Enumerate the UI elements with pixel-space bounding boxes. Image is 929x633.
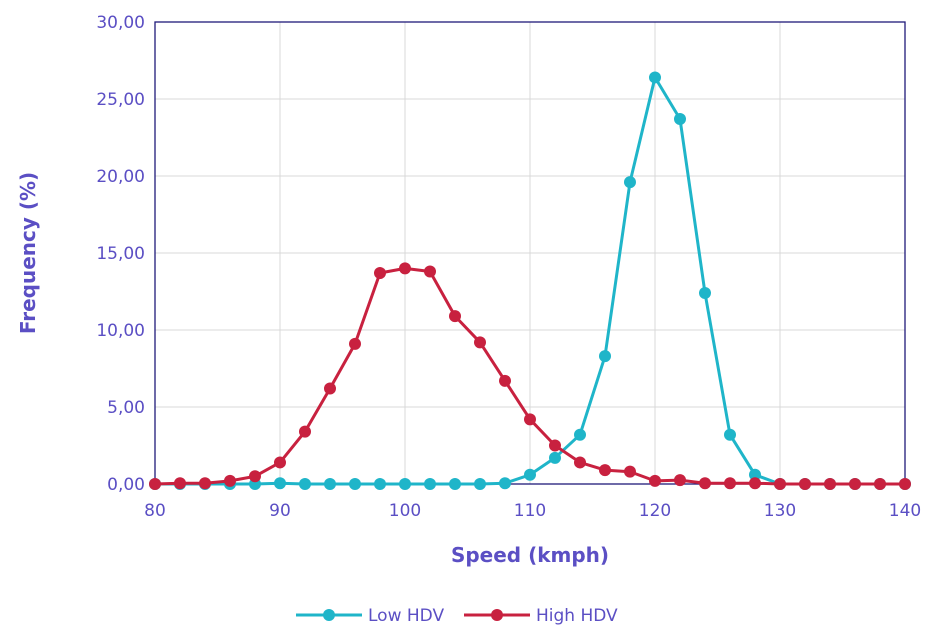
- legend-marker: [323, 609, 335, 621]
- x-tick-labels: 80 90 100 110 120 130 140: [144, 501, 921, 521]
- y-tick-label: 0,00: [107, 475, 145, 495]
- data-point: [424, 265, 436, 278]
- legend-label: High HDV: [536, 606, 618, 626]
- x-tick-label: 100: [389, 501, 421, 521]
- data-point: [699, 477, 711, 490]
- data-point: [449, 478, 461, 490]
- data-point: [424, 478, 436, 490]
- data-point: [299, 425, 311, 438]
- data-point: [324, 478, 336, 490]
- data-point: [749, 468, 761, 481]
- data-point: [474, 478, 486, 490]
- legend-item: High HDV: [464, 606, 618, 626]
- plot-frame: [154, 21, 906, 485]
- data-point: [574, 428, 586, 441]
- x-axis-title: Speed (kmph): [451, 543, 609, 567]
- x-tick-label: 110: [514, 501, 546, 521]
- data-point: [849, 478, 861, 490]
- data-point: [874, 478, 886, 490]
- data-point: [274, 456, 286, 469]
- data-point: [824, 478, 836, 490]
- data-point: [499, 477, 511, 490]
- data-point: [524, 468, 536, 481]
- x-tick-label: 130: [764, 501, 796, 521]
- data-point: [324, 382, 336, 395]
- x-tick-label: 90: [269, 501, 291, 521]
- series-high-hdv: [149, 262, 911, 490]
- data-point: [649, 71, 661, 84]
- x-tick-label: 140: [889, 501, 921, 521]
- data-point: [349, 337, 361, 350]
- data-point: [449, 310, 461, 323]
- data-point: [499, 374, 511, 387]
- data-point: [199, 477, 211, 490]
- data-point: [174, 477, 186, 490]
- data-point: [549, 451, 561, 464]
- data-point: [749, 477, 761, 490]
- data-point: [699, 287, 711, 300]
- data-point: [374, 267, 386, 280]
- data-point: [599, 350, 611, 363]
- data-point: [374, 478, 386, 490]
- data-point: [799, 478, 811, 490]
- data-point: [674, 474, 686, 487]
- data-point: [474, 336, 486, 349]
- data-point: [724, 428, 736, 441]
- y-tick-label: 10,00: [96, 321, 145, 341]
- data-point: [599, 464, 611, 477]
- x-tick-label: 120: [639, 501, 671, 521]
- data-point: [399, 262, 411, 275]
- data-point: [224, 474, 236, 487]
- data-point: [899, 478, 911, 490]
- y-tick-label: 25,00: [96, 90, 145, 110]
- legend-marker: [491, 609, 503, 621]
- data-point: [299, 478, 311, 490]
- y-axis-title: Frequency (%): [16, 172, 40, 334]
- data-point: [249, 470, 261, 483]
- legend-item: Low HDV: [296, 606, 444, 626]
- data-point: [624, 465, 636, 478]
- legend-label: Low HDV: [368, 606, 444, 626]
- data-point: [674, 113, 686, 126]
- data-point: [524, 413, 536, 426]
- gridlines: [155, 22, 905, 484]
- data-point: [724, 477, 736, 490]
- y-tick-label: 20,00: [96, 167, 145, 187]
- data-point: [649, 474, 661, 487]
- data-point: [149, 478, 161, 490]
- y-tick-label: 30,00: [96, 13, 145, 33]
- data-point: [349, 478, 361, 490]
- data-point: [549, 439, 561, 452]
- y-tick-labels: 0,00 5,00 10,00 15,00 20,00 25,00 30,00: [96, 13, 145, 495]
- data-point: [774, 478, 786, 490]
- data-point: [574, 456, 586, 469]
- y-tick-label: 5,00: [107, 398, 145, 418]
- y-tick-label: 15,00: [96, 244, 145, 264]
- data-point: [399, 478, 411, 490]
- data-point: [274, 477, 286, 490]
- legend: Low HDV High HDV: [296, 606, 618, 626]
- x-tick-label: 80: [144, 501, 166, 521]
- data-point: [624, 176, 636, 189]
- series-layer: [149, 71, 911, 490]
